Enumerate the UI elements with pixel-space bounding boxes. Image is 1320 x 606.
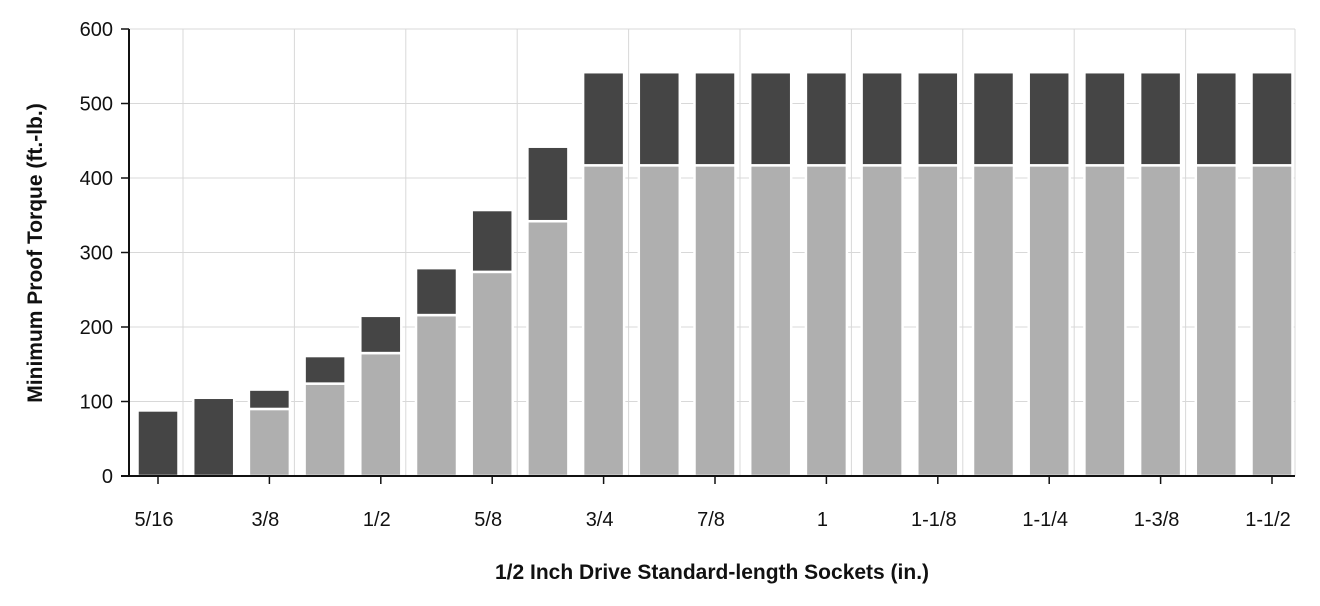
bar-segment	[748, 70, 793, 167]
bar-segment	[247, 388, 292, 411]
bars	[136, 70, 1294, 478]
x-tick-label: 3/4	[586, 509, 614, 531]
bar-segment	[470, 208, 514, 274]
bar-segment	[1027, 164, 1071, 478]
y-tick-label: 300	[80, 243, 113, 265]
bar-segment	[581, 164, 626, 478]
bar-segment	[860, 70, 904, 167]
bar-segment	[526, 219, 570, 478]
x-tick-label: 7/8	[697, 509, 725, 531]
y-tick-label: 500	[80, 94, 113, 116]
bar-segment	[470, 270, 514, 478]
bar-segment	[693, 70, 737, 167]
bar-segment	[916, 164, 960, 478]
bar-segment	[359, 351, 403, 478]
axes	[121, 28, 1295, 484]
bar-segment	[1194, 70, 1239, 167]
y-axis-title: Minimum Proof Torque (ft.-lb.)	[24, 103, 47, 402]
bar-segment	[1138, 164, 1183, 478]
bar-segment	[860, 164, 904, 478]
bar-segment	[1083, 70, 1127, 167]
bar-segment	[916, 70, 960, 167]
bar-segment	[414, 266, 459, 317]
bar-segment	[303, 382, 347, 478]
x-tick-label: 5/16	[135, 509, 174, 531]
bar-segment	[1194, 164, 1239, 478]
bar-segment	[414, 313, 459, 478]
y-tick-label: 600	[80, 19, 113, 41]
tick-labels: 0 100 200 300 400 500 600 5/16 3/8 1/2 5/8 3/4 7/8 1 1…	[80, 19, 1291, 531]
bar-segment	[637, 164, 682, 478]
bar-segment	[1250, 164, 1294, 478]
bar-segment	[191, 396, 236, 478]
bar-segment	[247, 407, 292, 478]
x-tick-label: 1-1/8	[911, 509, 957, 531]
y-tick-label: 200	[80, 317, 113, 339]
y-tick-label: 0	[102, 466, 113, 488]
x-tick-label: 1-1/2	[1245, 509, 1291, 531]
y-tick-label: 100	[80, 392, 113, 414]
bar-segment	[1083, 164, 1127, 478]
bar-segment	[1250, 70, 1294, 167]
bar-segment	[971, 164, 1016, 478]
bar-segment	[693, 164, 737, 478]
x-tick-label: 3/8	[251, 509, 279, 531]
bar-segment	[748, 164, 793, 478]
x-tick-label: 1-1/4	[1022, 509, 1068, 531]
bar-segment	[637, 70, 682, 167]
bar-segment	[1138, 70, 1183, 167]
x-tick-label: 1/2	[363, 509, 391, 531]
y-tick-label: 400	[80, 168, 113, 190]
x-tick-label: 5/8	[474, 509, 502, 531]
x-axis-title: 1/2 Inch Drive Standard-length Sockets (…	[495, 561, 929, 584]
bar-segment	[804, 164, 849, 478]
x-tick-label: 1-3/8	[1134, 509, 1180, 531]
bar-segment	[971, 70, 1016, 167]
bar-segment	[303, 354, 347, 385]
bar-segment	[1027, 70, 1071, 167]
bar-segment	[359, 314, 403, 355]
bar-segment	[526, 145, 570, 223]
bar-segment	[581, 70, 626, 167]
bar-segment	[136, 409, 180, 478]
bar-segment	[804, 70, 849, 167]
x-tick-label: 1	[817, 509, 828, 531]
